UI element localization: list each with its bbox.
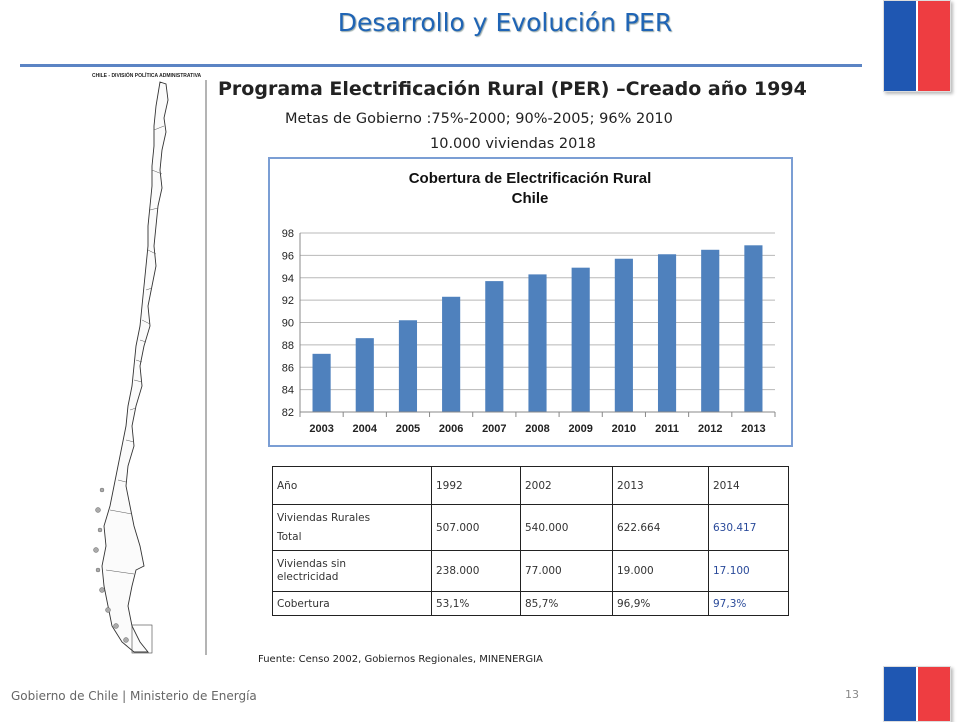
map-inset-box — [131, 624, 153, 654]
coverage-chart: Cobertura de Electrificación Rural Chile… — [268, 157, 793, 447]
table-header-row: Año 1992 2002 2013 2014 — [272, 466, 789, 505]
x-tick-label: 2010 — [612, 423, 636, 435]
chile-outline — [101, 81, 169, 653]
x-tick-label: 2007 — [482, 423, 506, 435]
map-label: CHILE - DIVISIÓN POLÍTICA ADMINISTRATIVA — [92, 71, 202, 79]
program-heading: Programa Electrificación Rural (PER) –Cr… — [218, 78, 807, 100]
chart-subtitle: Chile — [512, 190, 549, 207]
table-row: Viviendas Rurales Total 507.000 540.000 6… — [272, 504, 789, 551]
y-tick-label: 84 — [282, 385, 294, 397]
row-label-line: Viviendas sin — [277, 558, 347, 570]
table-row-label: Cobertura — [272, 591, 432, 616]
x-tick-label: 2012 — [698, 423, 722, 435]
government-goals: Metas de Gobierno :75%-2000; 90%-2005; 9… — [285, 111, 673, 127]
table-header-cell: 2014 — [708, 466, 789, 505]
x-tick-label: 2009 — [568, 423, 592, 435]
bar-2009 — [571, 267, 590, 412]
y-tick-label: 92 — [282, 295, 294, 307]
table-header-cell: 2013 — [612, 466, 709, 505]
page-number: 13 — [845, 688, 859, 701]
y-tick-label: 88 — [282, 340, 294, 352]
y-tick-label: 82 — [282, 407, 294, 419]
table-header-cell: 2002 — [520, 466, 613, 505]
y-tick-label: 90 — [282, 318, 294, 330]
table-cell: 540.000 — [520, 504, 613, 551]
x-tick-label: 2005 — [396, 423, 420, 435]
title-divider — [20, 64, 862, 67]
table-cell: 19.000 — [612, 550, 709, 592]
table-header-cell: Año — [272, 466, 432, 505]
bar-2012 — [701, 249, 720, 412]
table-cell: 630.417 — [708, 504, 789, 551]
y-tick-label: 98 — [282, 228, 294, 240]
slide-title: Desarrollo y Evolución PER — [337, 8, 673, 37]
table-cell: 53,1% — [431, 591, 521, 616]
chart-svg: Cobertura de Electrificación Rural Chile… — [282, 170, 776, 435]
x-tick-label: 2011 — [655, 423, 679, 435]
southern-islands — [93, 487, 129, 643]
table-cell: 97,3% — [708, 591, 789, 616]
footer-text: Gobierno de Chile | Ministerio de Energí… — [11, 689, 257, 703]
table-row-label: Viviendas Rurales Total — [272, 504, 432, 551]
table-cell: 622.664 — [612, 504, 709, 551]
table-row-label: Viviendas sin electricidad — [272, 550, 432, 592]
bar-2004 — [355, 338, 374, 412]
x-tick-label: 2004 — [353, 423, 378, 435]
table-cell: 85,7% — [520, 591, 613, 616]
row-label-line: Total — [277, 530, 302, 543]
flag-red-band — [918, 1, 950, 91]
bar-2007 — [485, 281, 504, 412]
x-tick-label: 2008 — [525, 423, 549, 435]
table-cell: 77.000 — [520, 550, 613, 592]
table-cell: 96,9% — [612, 591, 709, 616]
chart-axes: 82 84 86 88 90 92 94 96 98 2003 2004 2005 2006 2007 20… — [282, 228, 776, 435]
chart-title: Cobertura de Electrificación Rural — [409, 170, 652, 187]
y-tick-label: 94 — [282, 273, 294, 285]
table-cell: 238.000 — [431, 550, 521, 592]
bar-2013 — [744, 245, 763, 412]
bar-2011 — [657, 254, 677, 412]
source-note: Fuente: Censo 2002, Gobiernos Regionales… — [258, 654, 543, 665]
y-tick-label: 96 — [282, 250, 294, 262]
row-label-line: Viviendas Rurales — [277, 511, 371, 524]
table-row: Cobertura 53,1% 85,7% 96,9% 97,3% — [272, 591, 789, 616]
bar-2006 — [442, 296, 461, 412]
table-header-cell: 1992 — [431, 466, 521, 505]
chile-flag-bottom — [883, 666, 951, 722]
x-tick-label: 2006 — [439, 423, 463, 435]
homes-2018: 10.000 viviendas 2018 — [430, 136, 596, 152]
y-tick-label: 86 — [282, 362, 294, 374]
table-row: Viviendas sin electricidad 238.000 77.000… — [272, 550, 789, 592]
region-borders — [105, 125, 165, 575]
bar-2003 — [312, 353, 331, 412]
chile-map: CHILE - DIVISIÓN POLÍTICA ADMINISTRATIVA — [92, 71, 207, 655]
table-cell: 507.000 — [431, 504, 521, 551]
row-label-line: electricidad — [277, 571, 339, 583]
flag-red-band — [918, 667, 950, 721]
bar-2008 — [528, 274, 547, 412]
chile-flag-top — [883, 0, 951, 92]
bar-2010 — [614, 258, 633, 412]
x-tick-label: 2013 — [741, 423, 765, 435]
bar-2005 — [398, 320, 418, 412]
flag-blue-band — [884, 667, 916, 721]
rural-housing-table: Año 1992 2002 2013 2014 Viviendas Rurale… — [272, 466, 789, 616]
x-tick-label: 2003 — [309, 423, 333, 435]
chart-bars — [312, 245, 763, 412]
table-cell: 17.100 — [708, 550, 789, 592]
flag-blue-band — [884, 1, 916, 91]
